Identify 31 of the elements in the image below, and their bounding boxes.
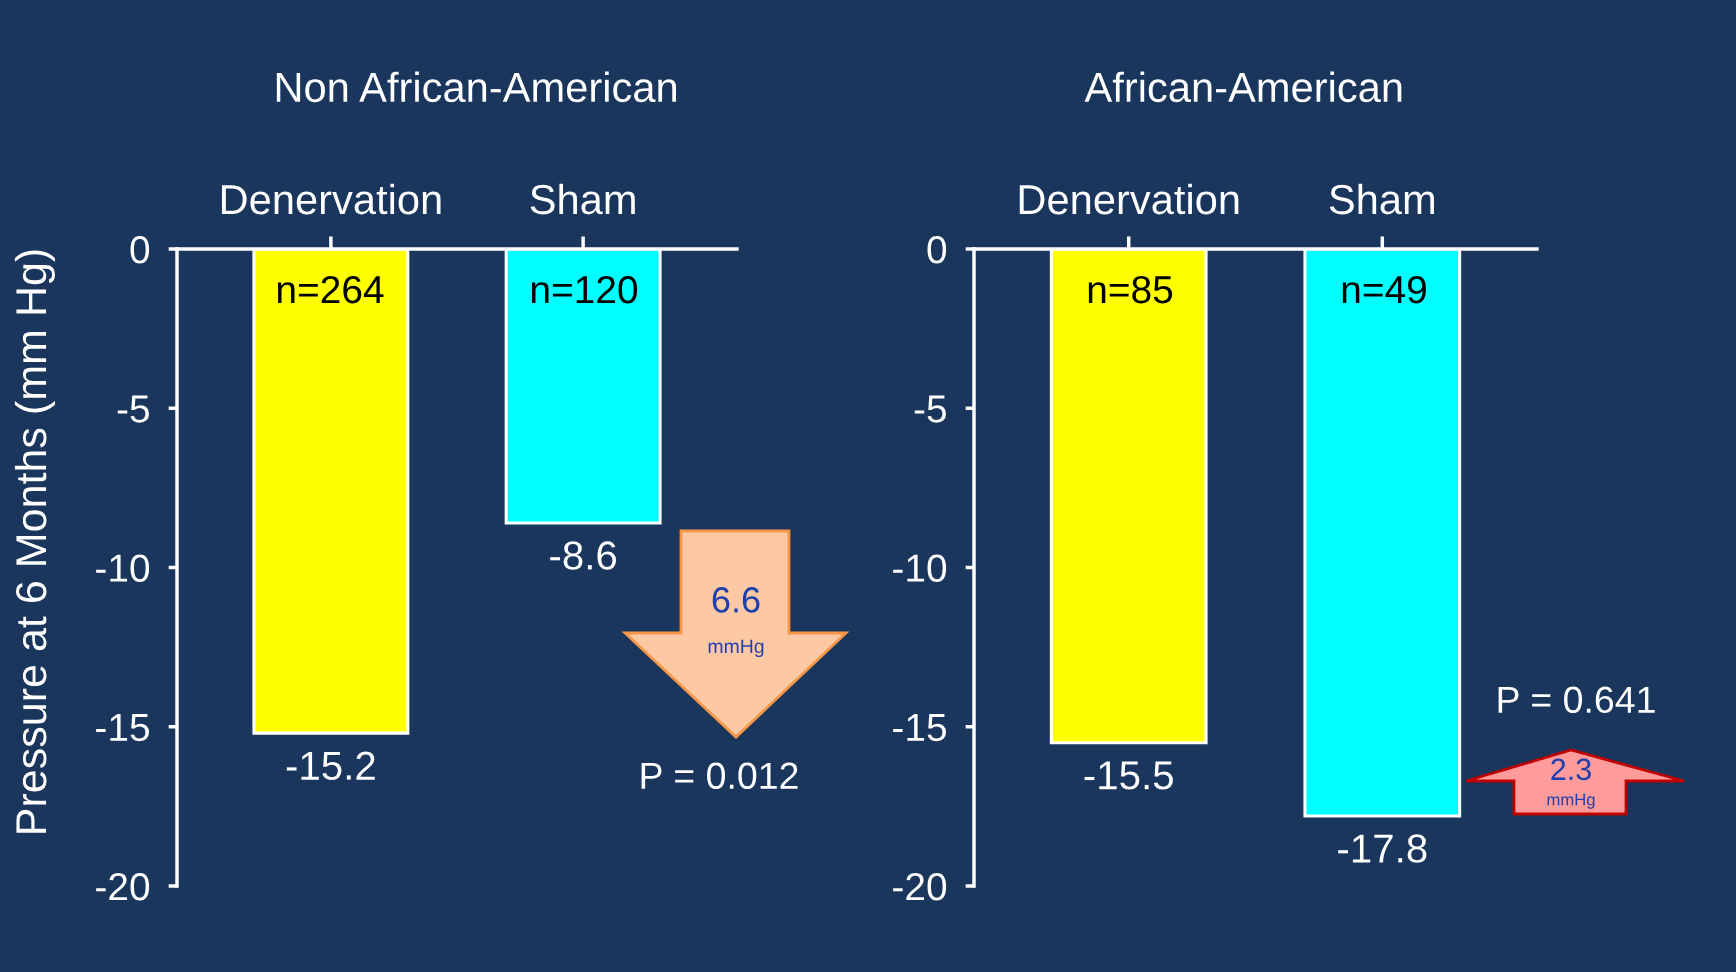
y-tick-label: 0 (927, 235, 947, 264)
annotation: n=264 (277, 275, 384, 304)
y-tick-label: -15 (96, 714, 149, 742)
y-tick-label: -10 (96, 554, 150, 582)
annotation: 6.6 (712, 587, 760, 613)
x-tick-label: Denervation (1019, 183, 1239, 215)
y-axis-title: Pressure at 6 Months (mm Hg) (14, 250, 55, 833)
chart-title: Non African-American (276, 71, 676, 103)
annotation: n=49 (1342, 275, 1426, 304)
y-tick-label: -20 (893, 872, 947, 901)
annotation: P = 0.012 (641, 762, 798, 790)
data-label: -8.6 (550, 541, 617, 570)
text: 2.3 (1551, 758, 1591, 781)
data-label: -15.2 (286, 751, 375, 781)
annotation: mmHg (708, 639, 764, 658)
annotation: P = 0.641 (1498, 686, 1655, 714)
y-tick-label: -5 (117, 395, 149, 423)
data-label: -17.8 (1338, 834, 1427, 863)
data-label: -15.5 (1084, 761, 1173, 790)
y-tick-label: 0 (130, 235, 150, 264)
annotation: n=85 (1088, 275, 1173, 304)
x-tick-label: Sham (530, 183, 635, 215)
chart-title: African-American (1084, 71, 1402, 103)
annotation: n=120 (531, 275, 638, 304)
x-tick-label: Denervation (221, 183, 441, 215)
y-tick-label: -20 (96, 872, 150, 901)
y-tick-label: -10 (893, 554, 947, 582)
x-tick-label: Sham (1329, 183, 1434, 215)
text: mmHg (1547, 793, 1595, 809)
y-tick-label: -15 (893, 714, 946, 742)
y-tick-label: -5 (914, 395, 946, 423)
